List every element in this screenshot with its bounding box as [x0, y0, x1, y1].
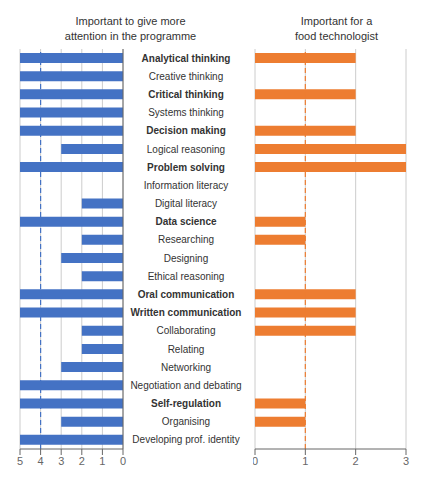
svg-text:Critical thinking: Critical thinking	[148, 89, 224, 100]
svg-text:Systems thinking: Systems thinking	[148, 107, 224, 118]
svg-text:Relating: Relating	[168, 344, 205, 355]
html-text:Important to give more attenti: Important to give more attention in the …	[64, 15, 197, 42]
svg-text:Self-regulation: Self-regulation	[151, 398, 221, 409]
svg-text:Analytical thinking: Analytical thinking	[142, 53, 231, 64]
svg-text:Researching: Researching	[158, 234, 214, 245]
svg-text:Digital literacy: Digital literacy	[155, 198, 217, 209]
svg-text:Negotiation and debating: Negotiation and debating	[130, 380, 241, 391]
svg-text:1: 1	[302, 455, 308, 467]
svg-text:Decision making: Decision making	[146, 125, 225, 136]
svg-text:Collaborating: Collaborating	[157, 325, 216, 336]
svg-text:2: 2	[353, 455, 359, 467]
svg-text:Logical reasoning: Logical reasoning	[147, 144, 225, 155]
svg-text:4: 4	[38, 455, 44, 467]
svg-text:0: 0	[120, 455, 126, 467]
svg-text:Problem solving: Problem solving	[147, 162, 225, 173]
svg-text:Information literacy: Information literacy	[144, 180, 228, 191]
svg-text:3: 3	[403, 455, 409, 467]
svg-text:Developing prof. identity: Developing prof. identity	[132, 434, 239, 445]
svg-text:Written communication: Written communication	[131, 307, 242, 318]
svg-text:Data science: Data science	[155, 216, 217, 227]
svg-text:Creative thinking: Creative thinking	[149, 71, 223, 82]
svg-text:1: 1	[99, 455, 105, 467]
svg-text:2: 2	[79, 455, 85, 467]
html-text:Important for a food technolog: Important for a food technologist	[294, 15, 379, 42]
svg-text:Networking: Networking	[161, 362, 211, 373]
svg-text:Designing: Designing	[164, 253, 208, 264]
svg-text:Organising: Organising	[162, 416, 210, 427]
svg-text:Ethical reasoning: Ethical reasoning	[148, 271, 225, 282]
svg-text:3: 3	[58, 455, 64, 467]
svg-text:5: 5	[17, 455, 23, 467]
svg-text:Oral communication: Oral communication	[138, 289, 235, 300]
svg-text:0: 0	[253, 455, 258, 467]
